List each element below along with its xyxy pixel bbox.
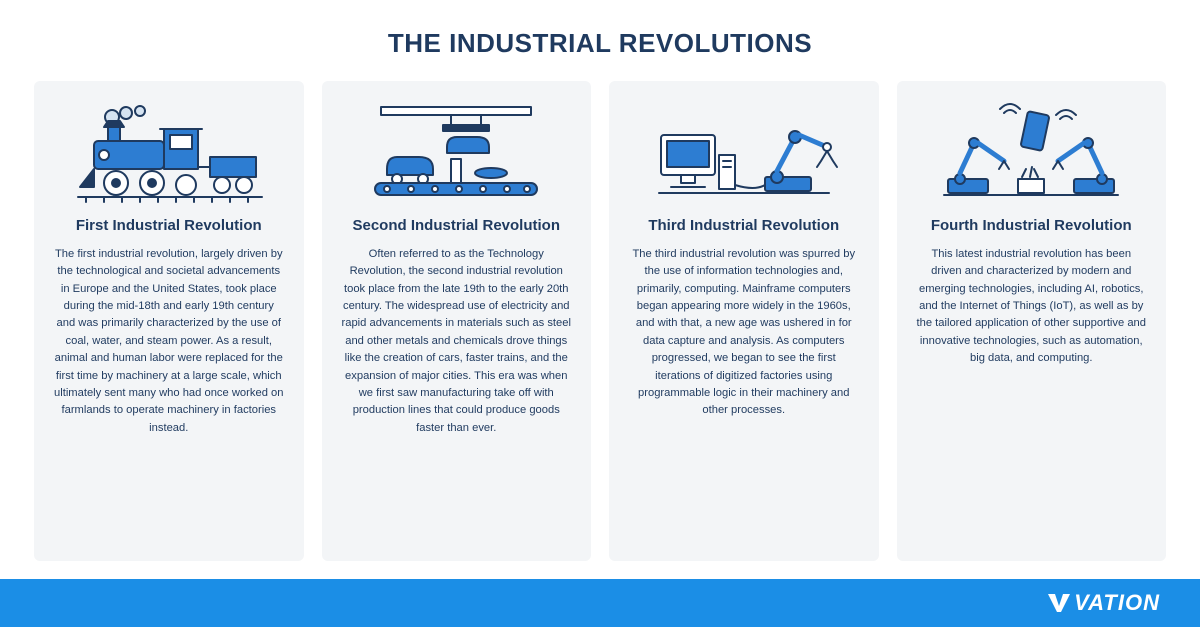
- card-body: The third industrial revolution was spur…: [625, 246, 863, 420]
- steam-train-icon: [64, 99, 274, 207]
- iot-robots-icon: [926, 99, 1136, 207]
- card-body: The first industrial revolution, largely…: [50, 246, 288, 437]
- cards-row: First Industrial Revolution The first in…: [0, 81, 1200, 561]
- card-title: Second Industrial Revolution: [352, 217, 560, 234]
- card-title: First Industrial Revolution: [76, 217, 262, 234]
- card-title: Third Industrial Revolution: [648, 217, 839, 234]
- footer-bar: VATION: [0, 579, 1200, 627]
- page-title: THE INDUSTRIAL REVOLUTIONS: [0, 28, 1200, 59]
- brand-mark-icon: [1046, 592, 1072, 614]
- brand-logo: VATION: [1046, 590, 1160, 616]
- card-third-revolution: Third Industrial Revolution The third in…: [609, 81, 879, 561]
- assembly-line-icon: [351, 99, 561, 207]
- card-second-revolution: Second Industrial Revolution Often refer…: [322, 81, 592, 561]
- computer-robot-icon: [639, 99, 849, 207]
- brand-text: VATION: [1074, 590, 1160, 616]
- card-body: Often referred to as the Technology Revo…: [338, 246, 576, 437]
- card-first-revolution: First Industrial Revolution The first in…: [34, 81, 304, 561]
- card-body: This latest industrial revolution has be…: [913, 246, 1151, 368]
- card-fourth-revolution: Fourth Industrial Revolution This latest…: [897, 81, 1167, 561]
- card-title: Fourth Industrial Revolution: [931, 217, 1132, 234]
